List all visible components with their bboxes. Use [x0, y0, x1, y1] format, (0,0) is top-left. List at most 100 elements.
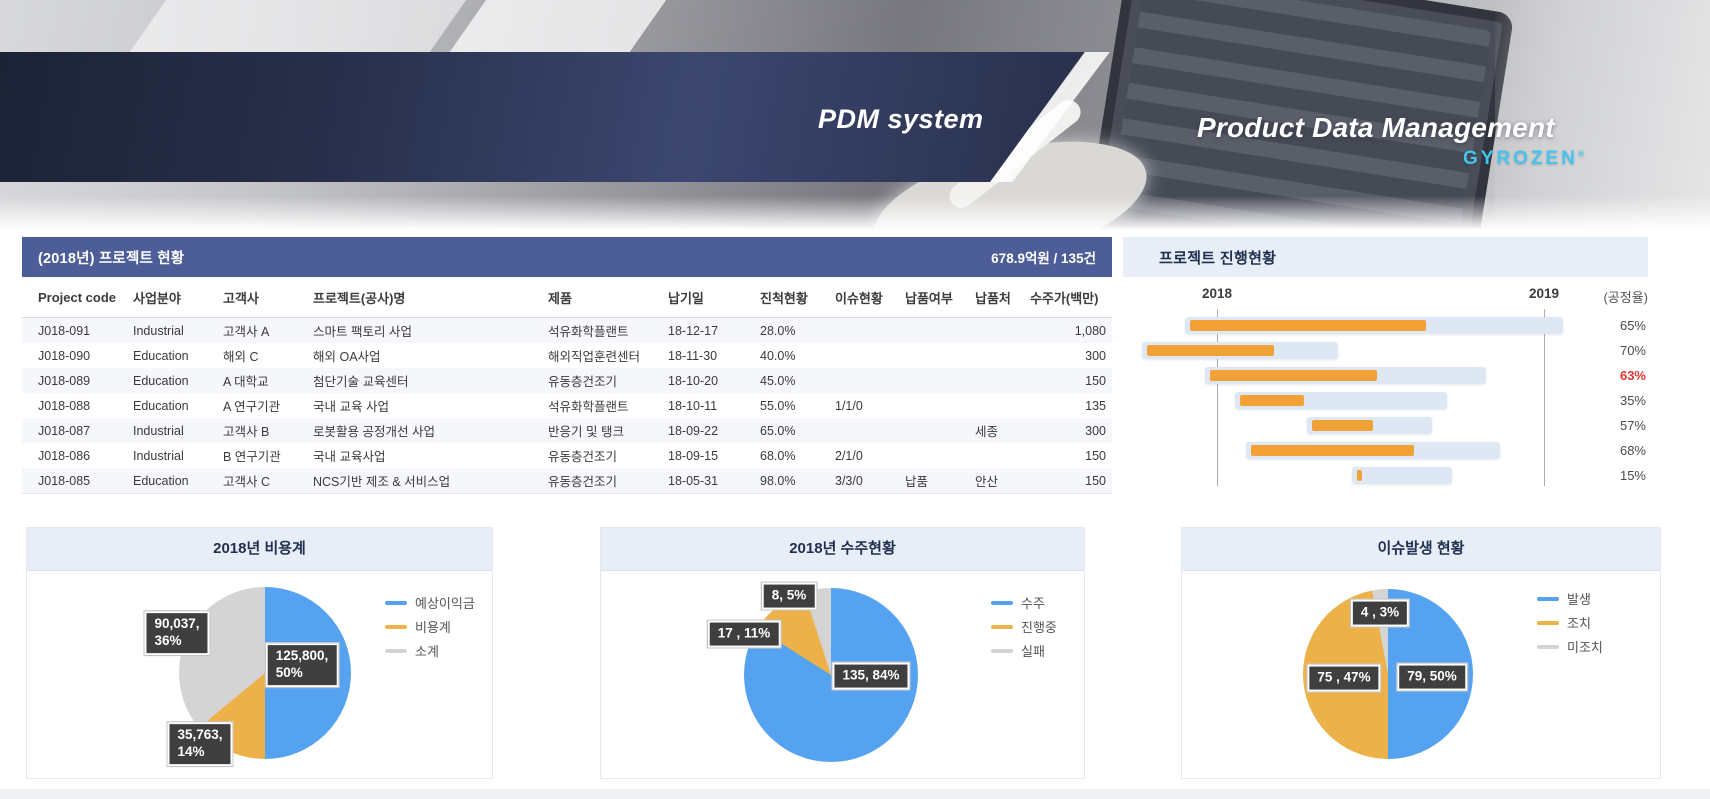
cell-amount: 300	[1085, 348, 1106, 363]
cell-delivered	[899, 418, 969, 443]
column-header-product: 제품	[542, 277, 662, 318]
column-header-issues: 이슈현황	[829, 277, 899, 318]
legend-item: 예상이익금	[385, 593, 475, 612]
panel-title: 2018년 비용계	[27, 528, 492, 571]
cell-issues	[829, 368, 899, 393]
registered-mark: ®	[1577, 149, 1584, 159]
gantt-percent-label: 15%	[1619, 468, 1646, 483]
legend-label: 수주	[1021, 596, 1045, 611]
table-row[interactable]: J018-085 Education 고객사 C NCS기반 제조 & 서비스업 유동층…	[22, 468, 1112, 494]
legend-swatch	[991, 600, 1013, 605]
gantt-axis-year-2019: 2019	[1529, 286, 1560, 301]
cell-issues	[829, 318, 899, 344]
pie-label-chip: 75 , 47%	[1307, 664, 1381, 692]
hero-photo: PDM system Product Data Management GYROZ…	[0, 0, 1710, 230]
table-row[interactable]: J018-086 Industrial B 연구기관 국내 교육사업 유동층건조기 18-…	[22, 443, 1112, 468]
legend-label: 발생	[1567, 592, 1591, 607]
legend-label: 진행중	[1021, 620, 1057, 635]
gantt-progress-bar	[1146, 345, 1275, 356]
cell-field: Industrial	[133, 323, 184, 338]
panel-title: 2018년 수주현황	[601, 528, 1084, 571]
cell-site	[969, 443, 1024, 468]
column-header-code: Project code	[22, 277, 127, 318]
pie-label-chip: 17 , 11%	[707, 620, 781, 648]
summary-badge: 678.9억원 / 135건	[991, 251, 1096, 266]
cell-field: Education	[127, 468, 217, 494]
gantt-track	[1184, 317, 1563, 334]
cell-code: J018-088	[38, 398, 91, 413]
project-progress-panel-header: 프로젝트 진행현황	[1123, 237, 1648, 277]
cell-site	[969, 368, 1024, 393]
cell-due: 18-09-15	[668, 448, 719, 463]
table-row[interactable]: J018-088 Education A 연구기관 국내 교육 사업 석유화학플랜트 18…	[22, 393, 1112, 418]
project-table: Project code 사업분야 고객사 프로젝트(공사)명 제품 납기일 진척현황 이슈현…	[22, 277, 1112, 494]
cell-delivered	[899, 393, 969, 418]
legend-item: 진행중	[991, 617, 1057, 636]
gantt-unit-label: (공정율)	[1603, 290, 1648, 305]
cell-amount: 150	[1085, 373, 1106, 388]
gridline-2019	[1544, 309, 1546, 486]
gridline-2018	[1216, 309, 1218, 486]
panel-title: 이슈발생 현황	[1182, 528, 1660, 571]
column-header-field: 사업분야	[127, 277, 217, 318]
gantt-row: 68%	[1123, 438, 1648, 463]
gantt-row: 15%	[1123, 463, 1648, 488]
cell-product: 반응기 및 탱크	[548, 425, 624, 439]
cell-amount: 150	[1085, 448, 1106, 463]
cell-field: Industrial	[133, 423, 184, 438]
cell-delivered: 납품	[899, 468, 969, 494]
column-header-due: 납기일	[662, 277, 754, 318]
table-row[interactable]: J018-090 Education 해외 C 해외 OA사업 해외직업훈련센터 18-1…	[22, 343, 1112, 368]
pie-legend: 발생 조치 미조치	[1537, 589, 1603, 656]
legend-item: 실패	[991, 641, 1057, 660]
pie-label-chip: 35,763, 14%	[167, 722, 233, 766]
cell-delivered	[899, 368, 969, 393]
table-row[interactable]: J018-087 Industrial 고객사 B 로봇활용 공정개선 사업 반응기 및…	[22, 418, 1112, 443]
project-status-panel: (2018년) 프로젝트 현황 678.9억원 / 135건 Project c…	[22, 237, 1112, 494]
cell-due: 18-10-11	[668, 398, 718, 413]
pie-label-chip: 4 , 3%	[1350, 599, 1410, 627]
legend-label: 예상이익금	[415, 596, 475, 611]
column-header-progress: 진척현황	[754, 277, 829, 318]
table-row[interactable]: J018-089 Education A 대학교 첨단기술 교육센터 유동층건조기 18-…	[22, 368, 1112, 393]
brand-logo-text: GYROZEN	[1463, 148, 1578, 169]
cell-issues: 1/1/0	[835, 398, 863, 413]
cell-delivered	[899, 343, 969, 368]
gantt-row: 70%	[1123, 338, 1648, 363]
gantt-track	[1245, 442, 1500, 459]
column-header-delivered: 납품여부	[899, 277, 969, 318]
cell-due: 18-05-31	[662, 468, 754, 494]
cell-code: J018-085	[22, 468, 127, 494]
project-progress-panel: 프로젝트 진행현황 2018 2019 (공정율) 65% 70% 63% 35% 57…	[1123, 237, 1648, 490]
cell-site	[969, 393, 1024, 418]
legend-item: 소계	[385, 641, 475, 660]
gantt-progress-bar	[1250, 445, 1414, 456]
cell-product: 해외직업훈련센터	[548, 350, 641, 364]
cell-client: 해외 C	[223, 350, 259, 364]
cell-name: 첨단기술 교육센터	[313, 375, 409, 389]
cell-field: Education	[133, 373, 189, 388]
cell-delivered	[899, 443, 969, 468]
column-header-amount: 수주가(백만)	[1024, 277, 1112, 318]
legend-label: 소계	[415, 644, 439, 659]
issues-pie-body: 79, 50% 75 , 47% 4 , 3% 발생 조치 미조치	[1182, 571, 1660, 779]
photo-fade	[0, 196, 1710, 230]
photo-light-streak	[445, 0, 675, 58]
cell-amount: 135	[1085, 398, 1106, 413]
cell-product: 유동층건조기	[548, 450, 618, 464]
cell-progress: 40.0%	[760, 348, 796, 363]
cell-progress: 45.0%	[760, 373, 796, 388]
gantt-track	[1141, 342, 1339, 359]
column-header-client: 고객사	[217, 277, 307, 318]
legend-label: 실패	[1021, 644, 1045, 659]
table-row[interactable]: J018-091 Industrial 고객사 A 스마트 팩토리 사업 석유화학플랜트…	[22, 317, 1112, 344]
gantt-percent-label: 70%	[1619, 343, 1646, 358]
gantt-percent-label: 63%	[1619, 368, 1646, 383]
legend-label: 미조치	[1567, 640, 1603, 655]
cell-name: 스마트 팩토리 사업	[313, 325, 412, 339]
cell-amount: 1,080	[1074, 323, 1106, 338]
legend-label: 비용계	[415, 620, 451, 635]
cell-code: J018-087	[38, 423, 91, 438]
